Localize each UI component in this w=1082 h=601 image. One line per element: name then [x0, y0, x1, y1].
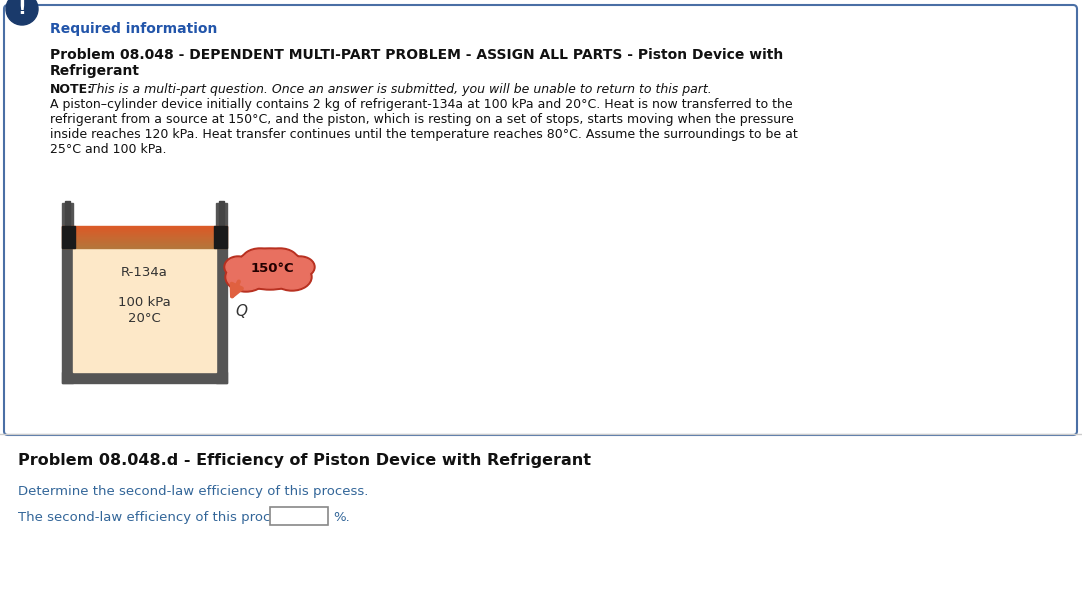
Text: 20°C: 20°C: [128, 313, 161, 326]
Bar: [62, 372, 227, 383]
Bar: [62, 247, 227, 248]
Text: 25°C and 100 kPa.: 25°C and 100 kPa.: [50, 143, 167, 156]
Bar: [62, 245, 227, 246]
Bar: [216, 203, 227, 383]
Bar: [62, 226, 227, 227]
Ellipse shape: [287, 258, 313, 276]
Text: NOTE:: NOTE:: [50, 83, 93, 96]
Text: Required information: Required information: [50, 22, 217, 36]
Text: inside reaches 120 kPa. Heat transfer continues until the temperature reaches 80: inside reaches 120 kPa. Heat transfer co…: [50, 128, 797, 141]
Bar: [62, 230, 227, 231]
Bar: [62, 234, 227, 235]
Circle shape: [6, 0, 38, 25]
Bar: [62, 226, 75, 248]
Text: The second-law efficiency of this process is: The second-law efficiency of this proces…: [18, 511, 307, 524]
Ellipse shape: [224, 256, 252, 278]
Text: 150°C: 150°C: [250, 263, 294, 275]
Bar: [65, 201, 70, 226]
Ellipse shape: [241, 248, 279, 274]
Bar: [62, 237, 227, 238]
Text: R-134a: R-134a: [121, 266, 168, 279]
Text: This is a multi-part question. Once an answer is submitted, you will be unable t: This is a multi-part question. Once an a…: [85, 83, 712, 96]
Bar: [62, 246, 227, 247]
Text: Determine the second-law efficiency of this process.: Determine the second-law efficiency of t…: [18, 485, 368, 498]
Bar: [62, 233, 227, 234]
Text: Problem 08.048.d - Efficiency of Piston Device with Refrigerant: Problem 08.048.d - Efficiency of Piston …: [18, 453, 591, 468]
Bar: [62, 240, 227, 241]
Bar: [214, 226, 227, 248]
Bar: [62, 235, 227, 236]
Ellipse shape: [234, 248, 306, 290]
Bar: [62, 242, 227, 243]
Ellipse shape: [225, 262, 267, 292]
Bar: [62, 243, 227, 244]
Bar: [62, 244, 227, 245]
Text: Q: Q: [235, 304, 247, 319]
Text: refrigerant from a source at 150°C, and the piston, which is resting on a set of: refrigerant from a source at 150°C, and …: [50, 113, 794, 126]
Bar: [62, 241, 227, 242]
Text: Problem 08.048 - DEPENDENT MULTI-PART PROBLEM - ASSIGN ALL PARTS - Piston Device: Problem 08.048 - DEPENDENT MULTI-PART PR…: [50, 48, 783, 62]
Bar: [62, 239, 227, 240]
Bar: [62, 227, 227, 228]
Bar: [62, 238, 227, 239]
Bar: [62, 231, 227, 232]
Ellipse shape: [236, 250, 304, 288]
Ellipse shape: [227, 264, 265, 290]
Ellipse shape: [243, 250, 277, 272]
Ellipse shape: [263, 250, 296, 272]
Bar: [62, 232, 227, 233]
Text: 100 kPa: 100 kPa: [118, 296, 171, 310]
Bar: [270, 507, 328, 525]
Bar: [62, 228, 227, 229]
Bar: [62, 229, 227, 230]
Text: Refrigerant: Refrigerant: [50, 64, 140, 78]
Ellipse shape: [272, 263, 312, 291]
Ellipse shape: [226, 258, 250, 276]
Ellipse shape: [261, 248, 299, 274]
Bar: [62, 203, 72, 383]
Text: !: !: [17, 0, 26, 19]
Text: A piston–cylinder device initially contains 2 kg of refrigerant-134a at 100 kPa : A piston–cylinder device initially conta…: [50, 98, 793, 111]
Bar: [72, 248, 216, 372]
Bar: [219, 201, 224, 226]
Ellipse shape: [285, 256, 315, 278]
Text: %.: %.: [333, 511, 349, 524]
FancyBboxPatch shape: [4, 5, 1077, 435]
Bar: [62, 236, 227, 237]
Ellipse shape: [274, 265, 311, 289]
